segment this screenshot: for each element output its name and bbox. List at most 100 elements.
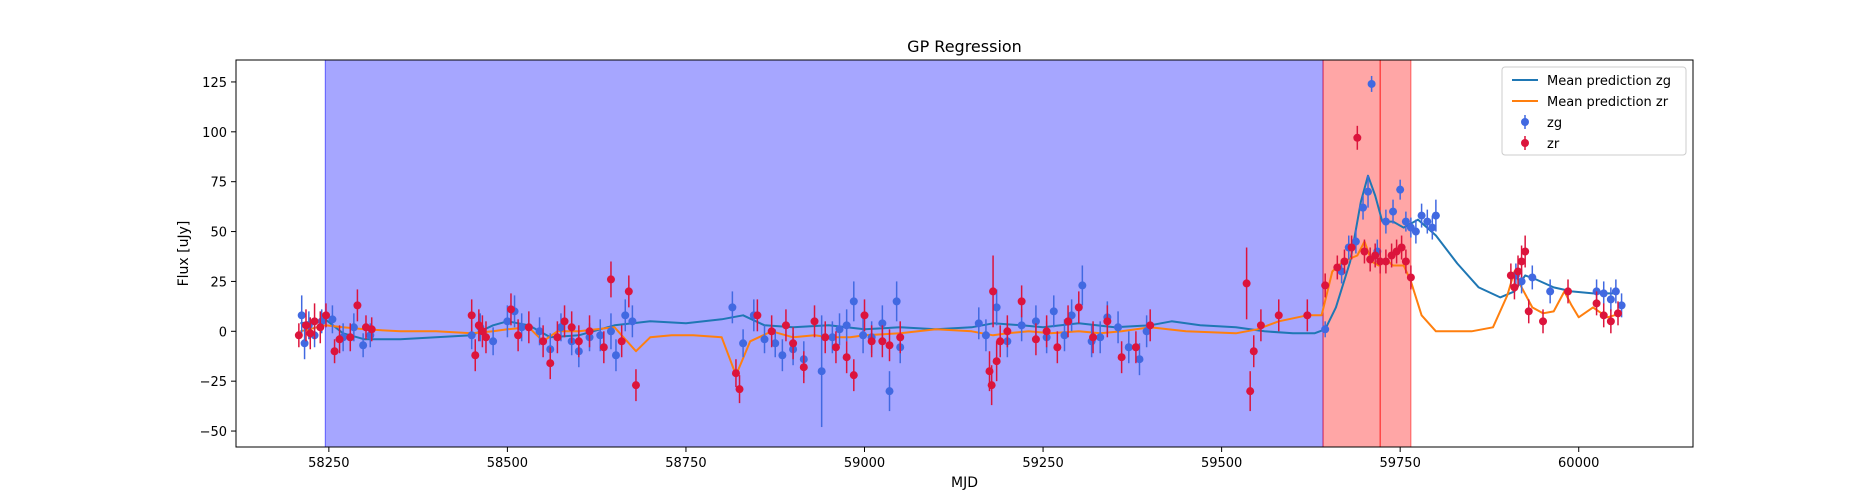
data-point-zr	[849, 371, 858, 380]
data-point-zr	[1274, 311, 1283, 320]
y-tick-label: 0	[219, 325, 227, 340]
data-point-zr	[1031, 335, 1040, 344]
data-point-zr	[301, 321, 310, 330]
data-point-zr	[1131, 343, 1140, 352]
data-point-zr	[1606, 317, 1615, 326]
data-point-zr	[367, 325, 376, 334]
data-point-zr	[1592, 299, 1601, 308]
data-point-zr	[996, 337, 1005, 346]
data-point-zg	[1528, 273, 1537, 282]
data-point-zr	[989, 287, 998, 296]
data-point-zg	[1321, 325, 1330, 334]
data-point-zr	[1246, 387, 1255, 396]
data-point-zr	[1524, 307, 1533, 316]
data-point-zr	[1517, 257, 1526, 266]
data-point-zg	[1067, 311, 1076, 320]
data-point-zr	[1340, 257, 1349, 266]
data-point-zg	[1364, 187, 1373, 196]
data-point-zr	[606, 275, 615, 284]
data-point-zg	[1078, 281, 1087, 290]
data-point-zg	[1417, 211, 1426, 220]
y-tick-label: 50	[210, 226, 227, 241]
data-point-zg	[611, 351, 620, 360]
data-point-zr	[810, 317, 819, 326]
data-point-zg	[1606, 295, 1615, 304]
data-point-zr	[731, 369, 740, 378]
data-point-zg	[974, 319, 983, 328]
data-point-zr	[474, 321, 483, 330]
data-point-zg	[1428, 223, 1437, 232]
data-point-zg	[489, 337, 498, 346]
data-point-zr	[524, 323, 533, 332]
data-point-zr	[885, 341, 894, 350]
data-point-zr	[1510, 283, 1519, 292]
data-point-zr	[781, 321, 790, 330]
data-point-zr	[294, 331, 303, 340]
data-point-zr	[1401, 257, 1410, 266]
data-point-zr	[1321, 281, 1330, 290]
data-point-zg	[1142, 327, 1151, 336]
data-point-zr	[1003, 327, 1012, 336]
x-axis-label: MJD	[951, 475, 978, 491]
data-point-zr	[478, 327, 487, 336]
data-point-zg	[556, 323, 565, 332]
data-point-zg	[992, 303, 1001, 312]
y-axis-label: Flux [uJy]	[176, 221, 192, 287]
data-point-zr	[1371, 251, 1380, 260]
x-tick-label: 58500	[487, 456, 528, 471]
data-point-zr	[1397, 243, 1406, 252]
data-point-zg	[606, 327, 615, 336]
data-point-zr	[1514, 267, 1523, 276]
data-point-zr	[353, 301, 362, 310]
data-point-zg	[1401, 217, 1410, 226]
data-point-zr	[860, 311, 869, 320]
data-point-zr	[506, 305, 515, 314]
data-point-zg	[621, 311, 630, 320]
data-point-zr	[1146, 321, 1155, 330]
data-point-zr	[1406, 273, 1415, 282]
y-tick-label: −50	[200, 425, 227, 440]
data-point-zr	[878, 337, 887, 346]
data-point-zr	[799, 363, 808, 372]
data-point-zg	[349, 323, 358, 332]
data-point-zg	[1546, 287, 1555, 296]
data-point-zg	[1017, 321, 1026, 330]
data-point-zr	[831, 343, 840, 352]
data-point-zg	[297, 311, 306, 320]
data-point-zg	[1599, 289, 1608, 298]
data-point-zr	[1064, 317, 1073, 326]
data-point-zr	[1506, 271, 1515, 280]
series-zr	[294, 125, 1623, 412]
data-point-zr	[560, 317, 569, 326]
data-point-zr	[585, 327, 594, 336]
x-tick-label: 59000	[844, 456, 885, 471]
data-point-zr	[735, 385, 744, 394]
data-point-zr	[631, 381, 640, 390]
data-point-zr	[514, 331, 523, 340]
data-point-zg	[1411, 227, 1420, 236]
data-point-zr	[1042, 327, 1051, 336]
data-point-zr	[599, 343, 608, 352]
y-tick-label: 100	[202, 126, 227, 141]
data-point-zg	[1031, 317, 1040, 326]
data-point-zg	[359, 341, 368, 350]
data-point-zg	[535, 327, 544, 336]
data-point-zr	[346, 333, 355, 342]
data-point-zr	[539, 337, 548, 346]
data-point-zr	[867, 337, 876, 346]
data-point-zr	[1017, 297, 1026, 306]
data-point-zg	[1517, 277, 1526, 286]
data-point-zr	[321, 311, 330, 320]
legend-label: Mean prediction zg	[1547, 74, 1671, 89]
data-point-zr	[481, 333, 490, 342]
data-point-zg	[1396, 185, 1405, 194]
data-point-zr	[546, 359, 555, 368]
data-point-zr	[306, 329, 315, 338]
data-point-zr	[1381, 257, 1390, 266]
x-axis: 58250 58500 58750 59000 59250 59500 59750 60000	[308, 447, 1599, 471]
data-point-zr	[316, 323, 325, 332]
data-point-zg	[503, 317, 512, 326]
data-point-zr	[1089, 333, 1098, 342]
data-point-zr	[1347, 243, 1356, 252]
